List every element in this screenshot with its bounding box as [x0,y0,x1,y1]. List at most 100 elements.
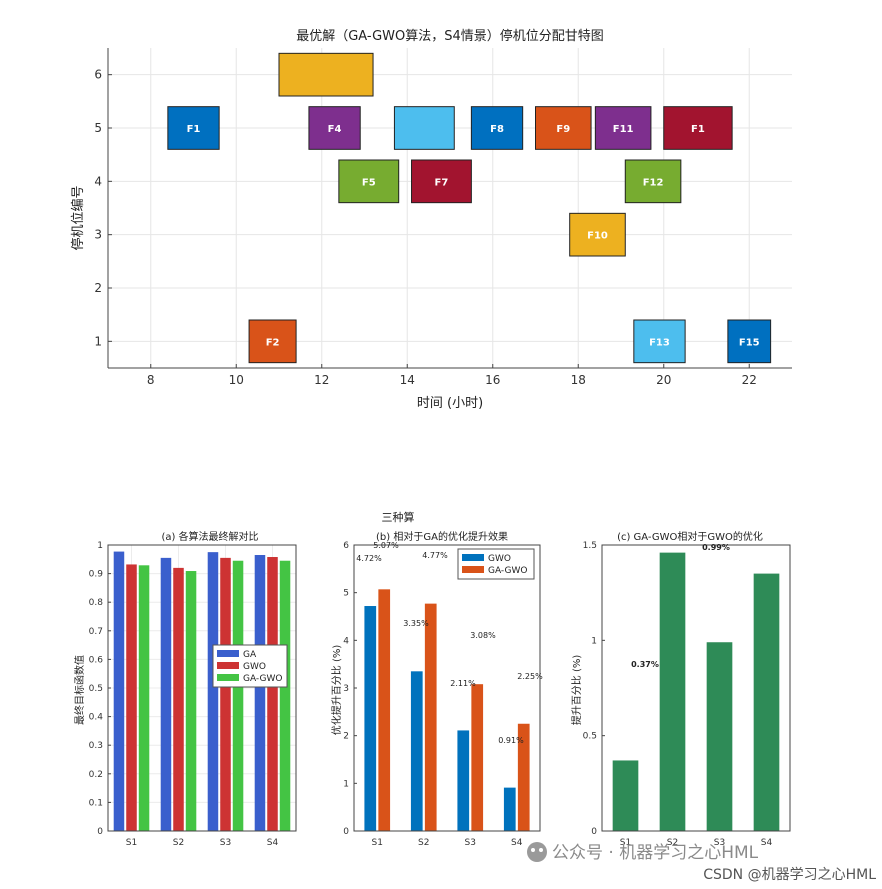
legend-swatch [217,662,239,669]
data-label: 2.11% [450,679,476,688]
x-tick-label: S3 [465,838,476,848]
x-tick-label: S1 [372,838,383,848]
subplot-frame [353,544,541,832]
subplot-c: (c) GA-GWO相对于GWO的优化 提升百分比 (%) 0 0.5 1 1.5 S1… [571,530,791,848]
gantt-bar-label: F2 [266,337,280,348]
gantt-bar [411,159,472,204]
y-tick-label: 0.4 [89,713,104,723]
y-tick-label: 0.5 [583,732,597,742]
bar-ga-gwo-s1 [378,589,391,831]
gantt-bar [308,106,361,150]
data-label: 4.72% [356,554,382,563]
y-tick-label: 4 [343,636,349,646]
gantt-bar [535,106,592,150]
y-tick-label: 0.7 [89,627,103,637]
y-tick-label: 0.8 [89,598,104,608]
x-tick-label: S3 [714,838,725,848]
legend-label: GA-GWO [243,674,282,684]
gantt-plot-area [108,48,792,368]
y-tick-label: 0.9 [89,570,104,580]
gantt-x-tick-label: 8 [147,373,155,387]
data-label: 0.91% [498,736,524,745]
y-tick-label: 0.1 [89,798,103,808]
gantt-bar-label: F9 [556,124,570,135]
wechat-icon [527,842,547,862]
gantt-y-axis-label: 停机位编号 [70,185,86,250]
subplot-frame [107,544,297,832]
data-label: 4.77% [422,551,448,560]
y-tick-label: 1 [97,541,103,551]
y-tick-label: 0.6 [89,655,104,665]
bar-series-s2 [659,552,686,831]
gantt-bar-label: F10 [587,231,608,242]
gantt-chart: 最优解（GA-GWO算法，S4情景）停机位分配甘特图 时间 (小时) 停机位编号… [70,28,792,411]
bar-ga-s1 [113,551,125,831]
gantt-y-tick-label: 4 [94,174,102,188]
bar-gwo-s4 [503,787,516,831]
x-tick-label: S1 [620,838,631,848]
bar-ga-s3 [207,552,219,831]
gantt-bar [248,319,297,364]
subplot-b-y-axis-label: 优化提升百分比 (%) [330,645,343,736]
gantt-y-tick-label: 5 [94,121,102,135]
gantt-bar-label: F5 [362,177,376,188]
gantt-x-tick-label: 18 [571,373,586,387]
gantt-bar [470,106,524,150]
gantt-bar-label: F4 [328,124,342,135]
data-label: 0.37% [631,660,659,669]
gantt-x-axis-label: 时间 (小时) [417,396,483,411]
gantt-bar-label: F13 [649,337,670,348]
gantt-bar [633,319,686,364]
bar-ga-gwo-s1 [138,565,150,831]
subplot-c-y-axis-label: 提升百分比 (%) [571,655,583,726]
bar-gwo-s2 [173,567,184,831]
y-tick-label: 5 [343,589,349,599]
wechat-icon-eye-left [531,848,535,852]
watermark: 公众号 · 机器学习之心HML CSDN @机器学习之心HML [527,842,876,883]
watermark-wechat-text: 公众号 · 机器学习之心HML [552,843,759,863]
y-tick-label: 0.5 [89,684,103,694]
gantt-x-tick-label: 16 [485,373,500,387]
bar-ga-gwo-s4 [517,723,530,831]
gantt-y-tick-label: 6 [94,68,102,82]
y-tick-label: 3 [343,684,349,694]
data-label: 0.99% [702,543,730,552]
figure-suptitle: 三种算 [382,510,415,524]
gantt-title: 最优解（GA-GWO算法，S4情景）停机位分配甘特图 [296,28,604,44]
gantt-bar [393,106,455,150]
bar-gwo-s1 [364,606,377,831]
y-tick-label: 6 [343,541,349,551]
gantt-bar-label: F1 [691,124,705,135]
legend-label: GA-GWO [488,566,527,576]
bar-ga-gwo-s3 [471,684,484,831]
bar-gwo-s1 [126,564,137,831]
gantt-bar-label: F8 [490,124,504,135]
x-tick-label: S2 [667,838,678,848]
gantt-y-tick-label: 3 [94,228,102,242]
gantt-bar-label: F1 [187,124,201,135]
bar-ga-gwo-s2 [185,571,197,831]
data-label: 3.35% [403,619,429,628]
bar-series-s3 [706,642,733,831]
gantt-bar-label: F15 [739,337,760,348]
y-tick-label: 0.2 [89,770,103,780]
gantt-x-tick-label: 10 [229,373,244,387]
gantt-bar-label: F12 [643,177,664,188]
x-tick-label: S4 [267,838,279,848]
y-tick-label: 1 [343,779,349,789]
subplot-a-y-axis-label: 最终目标函数值 [73,655,86,725]
bar-series-s4 [753,573,780,831]
gantt-x-tick-label: 22 [742,373,757,387]
watermark-csdn-text: CSDN @机器学习之心HML [703,867,876,883]
y-tick-label: 0 [343,827,349,837]
legend-swatch [217,674,239,681]
legend-label: GA [243,650,257,660]
bar-gwo-s4 [267,557,278,831]
legend-swatch [217,650,239,657]
data-label: 2.25% [517,672,543,681]
subplot-b-title: (b) 相对于GA的优化提升效果 [376,530,508,543]
gantt-y-tick-label: 1 [94,334,102,348]
subplot-frame [601,544,791,832]
legend-label: GWO [243,662,266,672]
